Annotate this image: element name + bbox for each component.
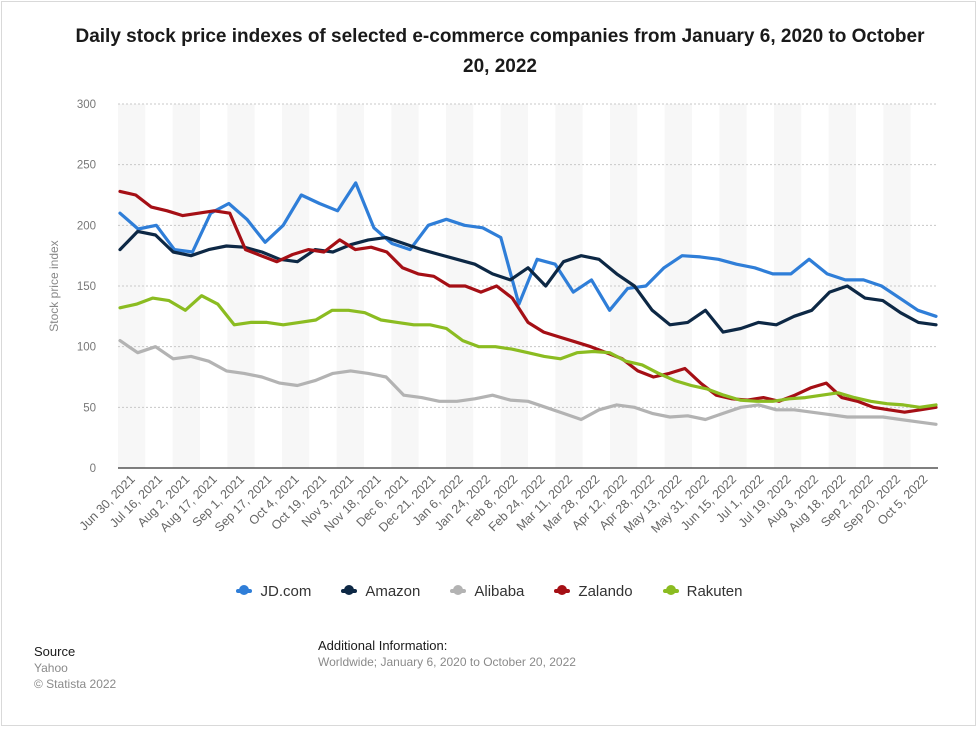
- series-line-rakuten: [118, 294, 938, 409]
- series-line-zalando: [118, 189, 938, 414]
- source-block: Source Yahoo © Statista 2022: [34, 644, 116, 692]
- chart-legend: JD.com Amazon Alibaba Zalando Rakuten: [0, 580, 979, 602]
- legend-swatch-amazon: [341, 585, 358, 595]
- y-axis-title: Stock price index: [47, 240, 61, 331]
- y-tick-label: 200: [77, 220, 96, 232]
- chart-title: Daily stock price indexes of selected e-…: [75, 26, 925, 77]
- y-tick-label: 250: [77, 160, 96, 172]
- copyright-text[interactable]: © Statista 2022: [34, 677, 117, 691]
- additional-info-block: Additional Information: Worldwide; Janua…: [318, 638, 576, 670]
- legend-label-zalando: Zalando: [578, 582, 633, 600]
- source-value[interactable]: Yahoo: [34, 661, 68, 675]
- legend-item-alibaba[interactable]: Alibaba: [450, 583, 524, 600]
- y-tick-label: 150: [77, 281, 96, 293]
- legend-label-jd: JD.com: [260, 582, 312, 600]
- y-tick-label: 100: [77, 342, 96, 354]
- y-tick-label: 0: [90, 463, 96, 475]
- legend-label-rakuten: Rakuten: [686, 582, 743, 600]
- legend-swatch-zalando: [554, 585, 571, 595]
- additional-info-value: Worldwide; January 6, 2020 to October 20…: [318, 655, 576, 669]
- legend-swatch-alibaba: [450, 585, 467, 595]
- series-line-jd-com: [118, 181, 938, 318]
- legend-item-amazon[interactable]: Amazon: [341, 583, 420, 600]
- series-line-amazon: [118, 229, 938, 334]
- legend-label-amazon: Amazon: [365, 582, 421, 600]
- additional-info-label: Additional Information:: [318, 638, 448, 653]
- legend-item-rakuten[interactable]: Rakuten: [662, 582, 743, 600]
- y-tick-label: 300: [77, 99, 96, 111]
- source-label: Source: [34, 644, 76, 659]
- legend-swatch-rakuten: [662, 585, 679, 595]
- legend-item-zalando[interactable]: Zalando: [554, 582, 633, 600]
- legend-label-alibaba: Alibaba: [474, 582, 525, 600]
- series-line-alibaba: [118, 339, 938, 426]
- y-tick-label: 50: [83, 402, 96, 414]
- legend-item-jd[interactable]: JD.com: [236, 583, 311, 600]
- legend-swatch-jd: [236, 585, 253, 595]
